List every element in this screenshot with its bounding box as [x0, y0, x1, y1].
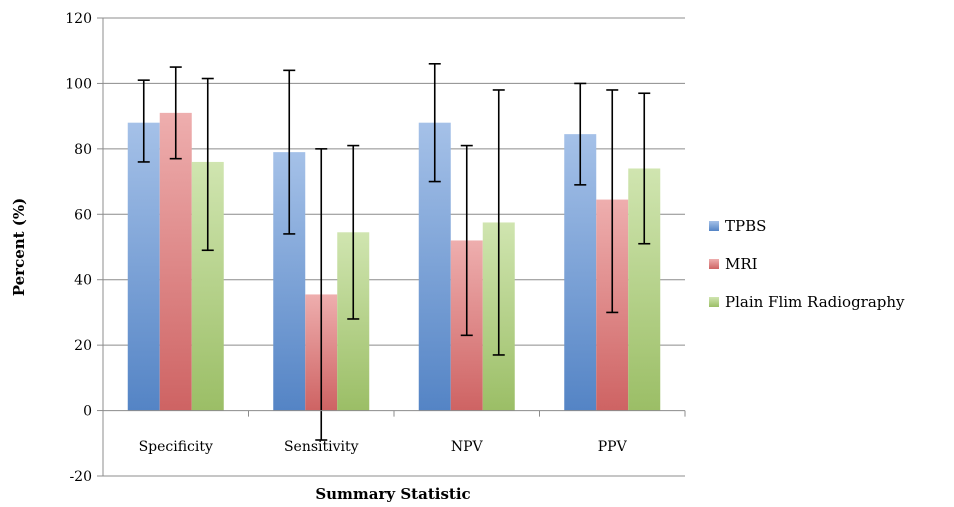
- x-tick-labels: Specificity Sensitivity NPV PPV: [139, 439, 628, 455]
- bar: [127, 122, 160, 411]
- bars: [127, 112, 661, 411]
- legend-label: MRI: [725, 255, 758, 273]
- y-tick-labels: -20 0 20 40 60 80 100 120: [65, 11, 92, 485]
- y-tick-label: 20: [74, 338, 92, 354]
- y-axis-title: Percent (%): [10, 198, 28, 297]
- error-bars: [137, 62, 651, 441]
- x-tick-label: PPV: [598, 439, 628, 455]
- x-axis-title: Summary Statistic: [315, 485, 470, 503]
- axes: [102, 18, 686, 476]
- legend-swatch: [709, 221, 719, 231]
- x-tick-label: NPV: [451, 439, 484, 455]
- bar: [159, 112, 192, 411]
- y-tick-label: 100: [65, 76, 92, 92]
- y-tick-label: 60: [74, 207, 92, 223]
- x-tick-label: Sensitivity: [284, 439, 359, 455]
- y-tick-label: 80: [74, 142, 92, 158]
- legend-label: Plain Flim Radiography: [725, 293, 905, 311]
- y-tick-label: 0: [83, 404, 92, 420]
- y-tick-label: -20: [69, 469, 92, 485]
- y-tick-label: 120: [65, 11, 92, 27]
- y-tick-label: 40: [74, 273, 92, 289]
- legend: TPBS MRI Plain Flim Radiography: [709, 217, 905, 311]
- legend-label: TPBS: [725, 217, 766, 235]
- legend-swatch: [709, 297, 719, 307]
- legend-swatch: [709, 259, 719, 269]
- x-tick-label: Specificity: [139, 439, 213, 455]
